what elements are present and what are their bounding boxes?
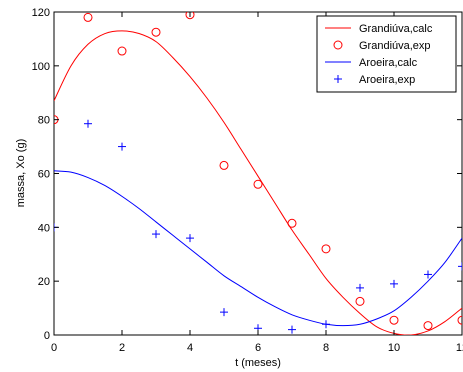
x-tick-label: 8: [323, 342, 329, 354]
legend-label: Grandiúva,exp: [359, 40, 431, 52]
data-point-3-5: [220, 308, 228, 317]
x-tick-label: 6: [255, 342, 261, 354]
series-line-2: [54, 170, 462, 327]
data-point-1-12: [457, 315, 462, 325]
y-axis-label: massa, Xo (g): [15, 139, 27, 207]
data-point-1-3: [151, 27, 161, 37]
data-point-1-2: [117, 46, 127, 56]
data-point-1-7: [287, 218, 297, 228]
legend-swatch: [333, 40, 343, 50]
data-point-1-10: [389, 315, 399, 325]
y-tick-label: 120: [32, 7, 50, 19]
data-point-1-5: [219, 160, 229, 170]
data-point-1-6: [253, 179, 263, 189]
data-point-3-8: [322, 320, 330, 329]
data-point-3-7: [288, 325, 296, 334]
y-tick-label: 100: [32, 61, 50, 73]
data-point-1-4: [185, 12, 195, 20]
y-axis: 0 20 40 60 80 100 120: [32, 7, 462, 342]
x-axis: 0 2 4 6 8 10 12: [51, 12, 463, 354]
x-tick-label: 12: [456, 342, 463, 354]
x-tick-label: 10: [388, 342, 400, 354]
data-point-3-2: [118, 142, 126, 151]
data-point-3-3: [152, 230, 160, 239]
legend-label: Aroeira,exp: [359, 74, 415, 86]
data-point-3-12: [458, 262, 462, 271]
data-point-3-11: [424, 270, 432, 279]
x-axis-label: t (meses): [235, 357, 281, 369]
data-point-1-11: [423, 321, 433, 331]
data-point-3-9: [356, 283, 364, 292]
y-tick-label: 0: [44, 330, 50, 342]
y-tick-label: 20: [38, 276, 50, 288]
data-point-1-1: [83, 12, 93, 22]
x-tick-label: 4: [187, 342, 193, 354]
legend: Grandiúva,calc Grandiúva,exp Aroeira,calc A…: [316, 15, 457, 93]
x-tick-label: 0: [51, 342, 57, 354]
legend-label: Aroeira,calc: [359, 57, 418, 69]
data-point-1-9: [355, 296, 365, 306]
y-tick-label: 60: [38, 169, 50, 181]
legend-swatch: [334, 75, 342, 83]
data-point-3-4: [186, 234, 194, 243]
x-tick-label: 2: [119, 342, 125, 354]
data-point-3-10: [390, 279, 398, 288]
data-point-1-8: [321, 244, 331, 254]
legend-label: Grandiúva,calc: [359, 23, 433, 35]
y-tick-label: 80: [38, 115, 50, 127]
data-point-3-1: [84, 119, 92, 128]
y-tick-label: 40: [38, 222, 50, 234]
